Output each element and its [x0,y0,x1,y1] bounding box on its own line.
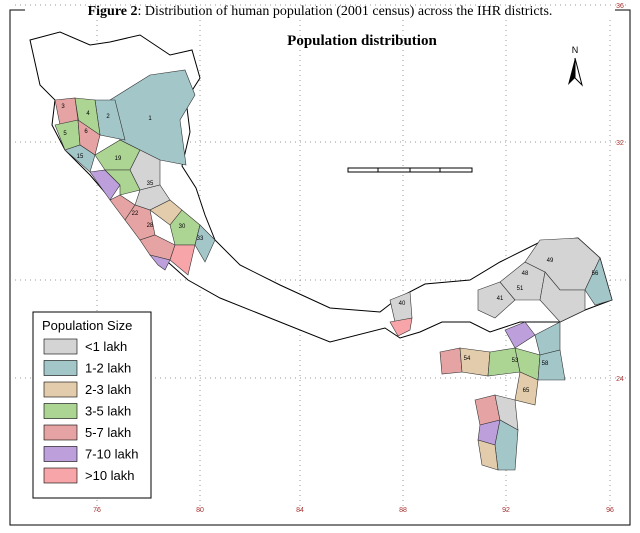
districts [54,69,613,471]
longitude-label: 88 [399,507,407,514]
legend-label: 1-2 lakh [85,361,131,376]
longitude-label: 76 [93,507,101,514]
district-label: 6 [84,129,88,135]
legend-swatch [43,424,78,441]
legend-swatch [43,403,78,419]
district-label: 48 [522,271,529,277]
legend-label: <1 lakh [85,339,127,354]
district-label: 49 [547,258,554,264]
longitude-label: 96 [606,507,614,514]
longitude-label: 80 [196,507,204,514]
caption-label: Figure 2 [88,4,138,19]
longitude-label: 84 [296,507,304,514]
legend-title: Population Size [42,318,132,333]
district-label: 28 [147,223,154,229]
district [459,347,491,377]
north-label: N [572,45,579,55]
district-label: 15 [77,154,84,160]
district [514,371,539,406]
district-label: 1 [148,116,152,122]
district [477,281,516,319]
district-label: 54 [464,356,471,362]
latitude-label: 24 [616,376,624,383]
district [439,347,463,375]
district-label: 41 [497,296,504,302]
legend-label: 2-3 lakh [85,382,131,397]
district [169,244,196,276]
district-label: 58 [542,361,549,367]
scale-bar-ticks [377,168,441,172]
latitude-label: 36 [616,3,624,10]
district-label: 51 [517,286,524,292]
legend: <1 lakh 1-2 lakh 2-3 lakh 3-5 lakh 5-7 lakh 7… [43,338,138,484]
district-label: 40 [399,301,406,307]
district-label: 5 [63,131,67,137]
district-label: 19 [115,156,122,162]
legend-label: 7-10 lakh [85,447,138,462]
legend-swatch [43,467,78,484]
legend-swatch [43,381,78,398]
legend-label: 5-7 lakh [85,425,131,440]
district-label: 4 [86,111,90,117]
caption: Figure 2: Distribution of human populati… [88,4,553,19]
grid-labels: 36 32 24 76 80 84 88 92 96 [93,3,624,514]
legend-label: 3-5 lakh [85,404,131,419]
legend-swatch [43,360,78,376]
district [537,349,566,381]
district [539,271,586,323]
legend-label: >10 lakh [85,468,135,483]
legend-swatch [43,338,78,355]
latitude-label: 32 [616,140,624,147]
district [477,439,499,471]
district-label: 33 [197,236,204,242]
district-label: 22 [132,211,139,217]
legend-swatch [43,446,78,462]
caption-text: : Distribution of human population (2001… [138,4,553,19]
north-arrow: N [568,45,583,87]
district [389,317,413,337]
district-label: 2 [106,114,110,120]
district-label: 30 [179,224,186,230]
district [149,254,171,271]
north-arrow-left [568,58,575,85]
district-label: 56 [592,271,599,277]
district [104,169,141,196]
scale-bar [347,167,473,173]
district-label: 3 [61,104,65,110]
caption-bg [25,2,615,20]
district-label: 53 [512,358,519,364]
district [584,257,613,306]
longitude-label: 92 [502,507,510,514]
district [124,204,156,241]
district [194,224,216,263]
district-label: 65 [523,388,530,394]
district [494,419,519,471]
map-title: Population distribution [287,33,437,49]
north-arrow-right [574,57,583,87]
district-label: 35 [147,181,154,187]
